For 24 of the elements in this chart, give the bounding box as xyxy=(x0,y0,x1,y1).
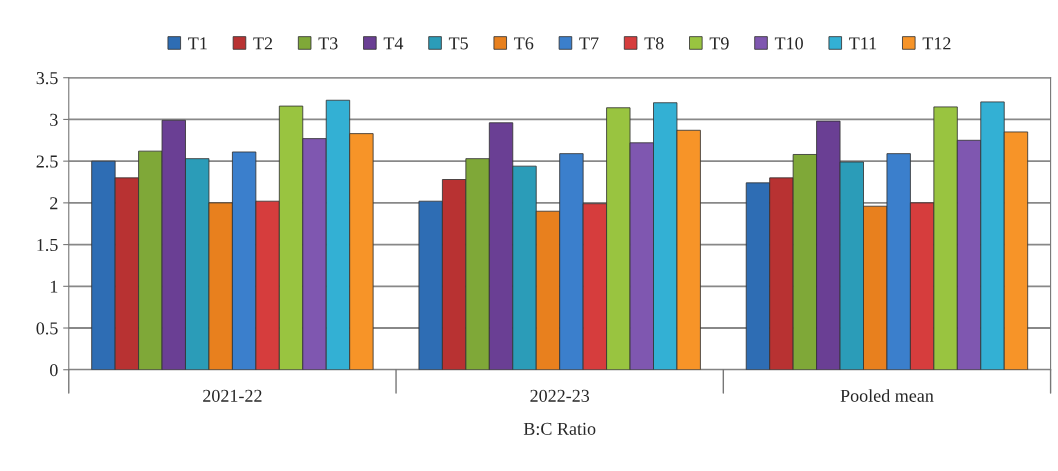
x-tick-label: 2021-22 xyxy=(203,389,262,402)
y-tick-label: 2 xyxy=(50,197,58,210)
legend-label: T11 xyxy=(849,37,877,50)
legend-label: T12 xyxy=(922,37,951,50)
x-axis-title: B:C Ratio xyxy=(523,422,596,436)
legend-label: T6 xyxy=(514,37,534,50)
legend-label: T4 xyxy=(383,37,404,50)
y-tick-label: 3 xyxy=(50,113,58,126)
y-tick-label: 3.5 xyxy=(36,72,58,85)
y-tick-label: 0 xyxy=(50,363,58,377)
y-tick-label: 1 xyxy=(50,280,58,293)
legend-label: T5 xyxy=(448,37,468,50)
legend-label: T10 xyxy=(774,37,803,50)
legend-label: T3 xyxy=(318,37,338,50)
legend-label: T9 xyxy=(709,37,729,50)
legend-label: T2 xyxy=(253,37,273,50)
legend-label: T1 xyxy=(188,37,207,50)
y-tick-label: 1.5 xyxy=(37,238,58,252)
legend-label: T7 xyxy=(579,37,599,50)
legend-label: T8 xyxy=(644,37,664,50)
y-tick-label: 2.5 xyxy=(36,155,58,168)
y-tick-label: 0.5 xyxy=(36,322,58,335)
x-tick-label: Pooled mean xyxy=(840,389,934,402)
x-tick-label: 2022-23 xyxy=(530,389,590,402)
